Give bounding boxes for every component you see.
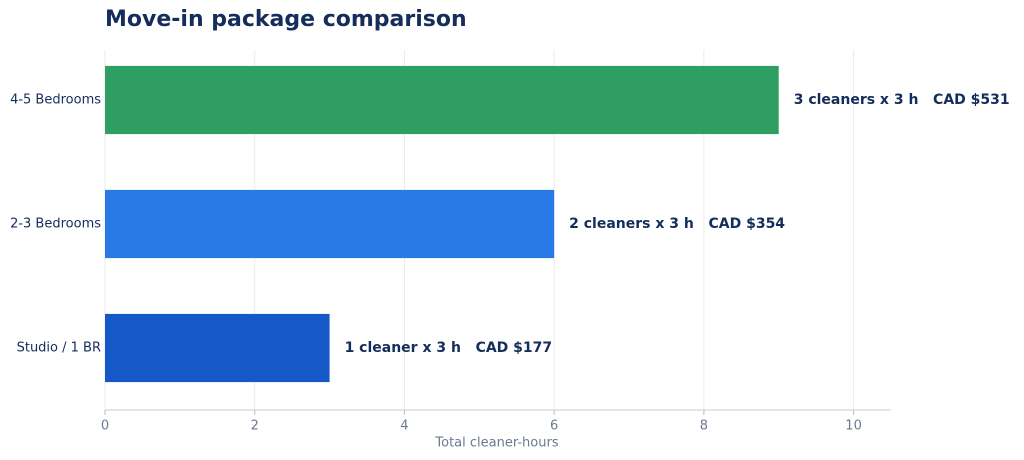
x-tick-label: 4 <box>400 419 408 434</box>
bar-annotation: 1 cleaner x 3 h CAD $177 <box>345 340 553 356</box>
y-tick-label: 2-3 Bedrooms <box>10 217 101 232</box>
x-axis-label: Total cleaner-hours <box>434 436 558 451</box>
bar <box>105 313 330 383</box>
bar <box>105 65 779 135</box>
bar <box>105 189 555 259</box>
chart-title: Move-in package comparison <box>105 7 467 32</box>
x-tick-label: 8 <box>700 419 708 434</box>
y-tick-label: 4-5 Bedrooms <box>10 93 101 108</box>
x-tick-label: 6 <box>550 419 558 434</box>
bar-annotation: 2 cleaners x 3 h CAD $354 <box>569 216 785 232</box>
x-tick-label: 2 <box>251 419 259 434</box>
y-tick-label: Studio / 1 BR <box>17 341 101 356</box>
x-tick-label: 0 <box>101 419 109 434</box>
x-tick-label: 10 <box>845 419 862 434</box>
bar-annotation: 3 cleaners x 3 h CAD $531 <box>794 92 1010 108</box>
